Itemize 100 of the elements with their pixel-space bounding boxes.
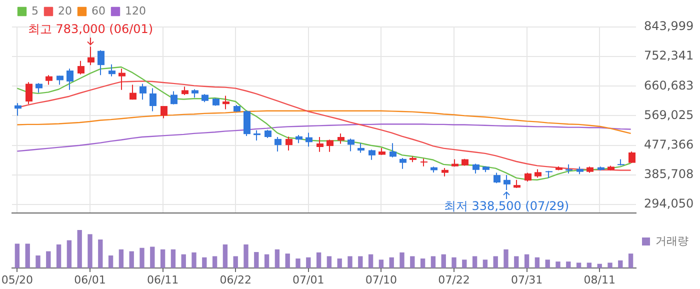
candlestick [368, 149, 376, 160]
x-tick-label: 08/11 [584, 273, 616, 286]
candlestick [326, 139, 334, 152]
candlestick [66, 68, 74, 90]
bar [25, 244, 30, 268]
legend-label: 60 [91, 4, 106, 18]
bar [586, 262, 592, 268]
annotation: 최고 783,000 (06/01) [28, 22, 154, 36]
bar [441, 254, 446, 268]
y-tick-label: 660,683 [644, 78, 694, 92]
candlestick [78, 60, 84, 75]
candlestick [170, 90, 178, 105]
bar [181, 254, 186, 268]
candlestick [358, 142, 364, 154]
bar [202, 257, 207, 268]
candlestick [150, 88, 156, 112]
bar [337, 258, 342, 268]
candlestick [14, 102, 22, 116]
bar [118, 249, 124, 268]
bar [56, 244, 62, 268]
bar [77, 230, 82, 268]
bar [98, 240, 103, 268]
y-tick-label: 752,341 [644, 48, 694, 63]
bar [160, 249, 166, 268]
candlestick [160, 106, 168, 119]
bar [514, 256, 519, 268]
bar [129, 251, 134, 268]
x-tick-label: 06/11 [146, 273, 179, 286]
bar [545, 260, 550, 268]
bar [556, 262, 560, 268]
x-tick-label: 07/01 [292, 273, 324, 286]
bar [244, 244, 248, 268]
bar [389, 257, 394, 268]
bar [150, 246, 155, 268]
x-tick-label: 07/31 [510, 273, 543, 286]
bar [378, 260, 384, 268]
candlestick [420, 158, 428, 167]
x-tick-label: 06/22 [220, 273, 252, 286]
bar [285, 254, 290, 268]
bar [358, 256, 363, 268]
y-tick-label: 294,050 [644, 196, 694, 211]
bar [566, 262, 571, 268]
y-tick-label: 569,025 [644, 108, 694, 122]
bar [618, 260, 623, 268]
candlestick [46, 74, 52, 86]
bar [233, 256, 238, 268]
bar [504, 249, 508, 268]
bar [170, 249, 176, 268]
bar [420, 258, 426, 268]
bar [66, 240, 72, 268]
bar [452, 257, 456, 268]
bar [192, 252, 196, 268]
candlestick [338, 132, 344, 144]
candlestick [130, 84, 136, 100]
candlestick [108, 64, 116, 77]
candlestick [274, 136, 282, 152]
candlestick [316, 136, 324, 152]
bar [222, 244, 228, 268]
y-tick-label: 385,708 [644, 166, 694, 181]
candlestick [26, 82, 32, 105]
bar [628, 254, 634, 268]
legend-label: 거래량 [656, 234, 688, 248]
candlestick [56, 75, 64, 86]
bar [140, 248, 144, 268]
bar [296, 258, 300, 268]
candlestick [400, 157, 406, 170]
bar [274, 249, 280, 268]
bar [306, 257, 311, 268]
bar [348, 256, 352, 268]
y-tick-label: 843,999 [644, 19, 694, 34]
bar [264, 254, 270, 268]
candlestick [306, 132, 312, 148]
candlestick [472, 163, 480, 174]
candlestick [98, 50, 104, 76]
x-tick-label: 07/22 [438, 273, 470, 286]
bar [368, 254, 374, 268]
bar [88, 234, 92, 268]
candlestick [254, 130, 260, 142]
bar [493, 256, 498, 268]
bar [534, 257, 540, 268]
bar [36, 255, 40, 268]
candlestick [118, 68, 126, 90]
bar [400, 252, 404, 268]
candlestick [286, 136, 292, 152]
candlestick [390, 142, 396, 158]
bar [212, 256, 218, 268]
bar [108, 255, 114, 268]
y-tick-label: 477,366 [644, 137, 694, 152]
legend-label: 5 [32, 4, 38, 18]
bar [46, 251, 51, 268]
bar [316, 252, 322, 268]
candlestick [244, 110, 250, 137]
bar [326, 256, 332, 268]
annotation: 최저 338,500 (07/29) [444, 199, 570, 214]
x-tick-label: 05/20 [1, 273, 34, 286]
bar [524, 254, 530, 268]
legend-label: 120 [124, 4, 146, 18]
legend-label: 20 [58, 4, 72, 18]
bar [14, 244, 20, 268]
bar [597, 264, 602, 268]
